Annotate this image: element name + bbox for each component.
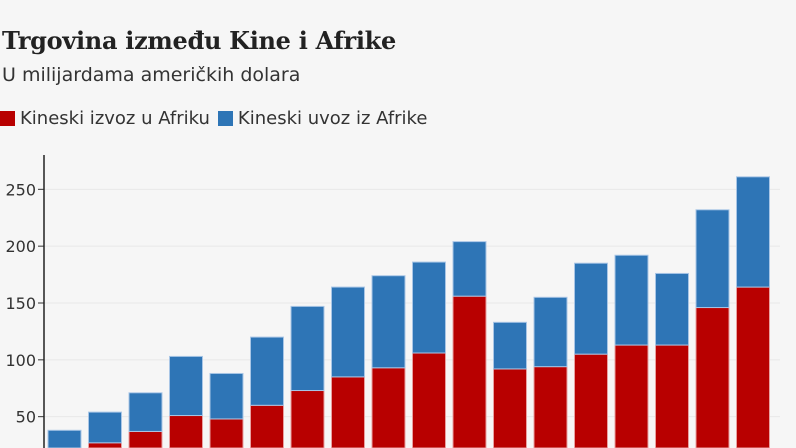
bar-exports [169,415,203,448]
bar-exports [250,404,284,448]
bar-exports [452,295,487,448]
y-tick-label: 200 [5,237,36,256]
bar-exports [493,368,527,448]
chart-title: Trgovina između Kine i Afrike [2,26,396,55]
legend-item-imports: Kineski uvoz iz Afrike [217,108,428,129]
bar-imports [250,336,284,406]
bar-exports [614,344,649,448]
bar-exports [128,430,163,448]
bar-imports [88,411,122,444]
bar-exports [736,286,770,448]
bar-imports [655,272,689,346]
legend-swatch-exports [0,111,15,126]
bar-imports [371,275,406,369]
bar-imports [209,372,244,420]
legend: Kineski izvoz u Afriku Kineski uvoz iz A… [0,108,435,129]
bar-exports [88,442,122,448]
chart-subtitle: U milijardama američkih dolara [2,64,301,86]
bar-imports [47,429,82,448]
bar-exports [290,390,325,448]
bar-exports [655,344,689,448]
legend-label-imports: Kineski uvoz iz Afrike [237,108,428,129]
bar-imports [128,392,163,432]
bar-exports [695,307,730,448]
bar-exports [331,376,365,448]
legend-swatch-imports [217,111,233,126]
legend-item-exports: Kineski izvoz u Afriku [0,108,210,129]
bar-exports [533,366,568,448]
y-tick-label: 100 [5,351,36,370]
bar-imports [331,286,365,378]
bar-exports [209,418,244,448]
bar-imports [290,305,325,392]
legend-label-exports: Kineski izvoz u Afriku [20,108,210,129]
bar-exports [412,352,446,448]
bar-imports [614,254,649,346]
bar-imports [736,176,770,288]
bar-imports [574,262,608,355]
bar-imports [169,355,203,417]
y-tick-label: 50 [16,408,36,427]
bar-exports [371,367,406,448]
bar-imports [412,261,446,354]
y-tick-label: 250 [5,180,36,199]
y-tick-label: 150 [5,294,36,313]
bar-imports [533,296,568,368]
bar-imports [493,321,527,370]
bar-imports [695,209,730,309]
bar-imports [452,241,487,297]
bar-exports [574,353,608,448]
